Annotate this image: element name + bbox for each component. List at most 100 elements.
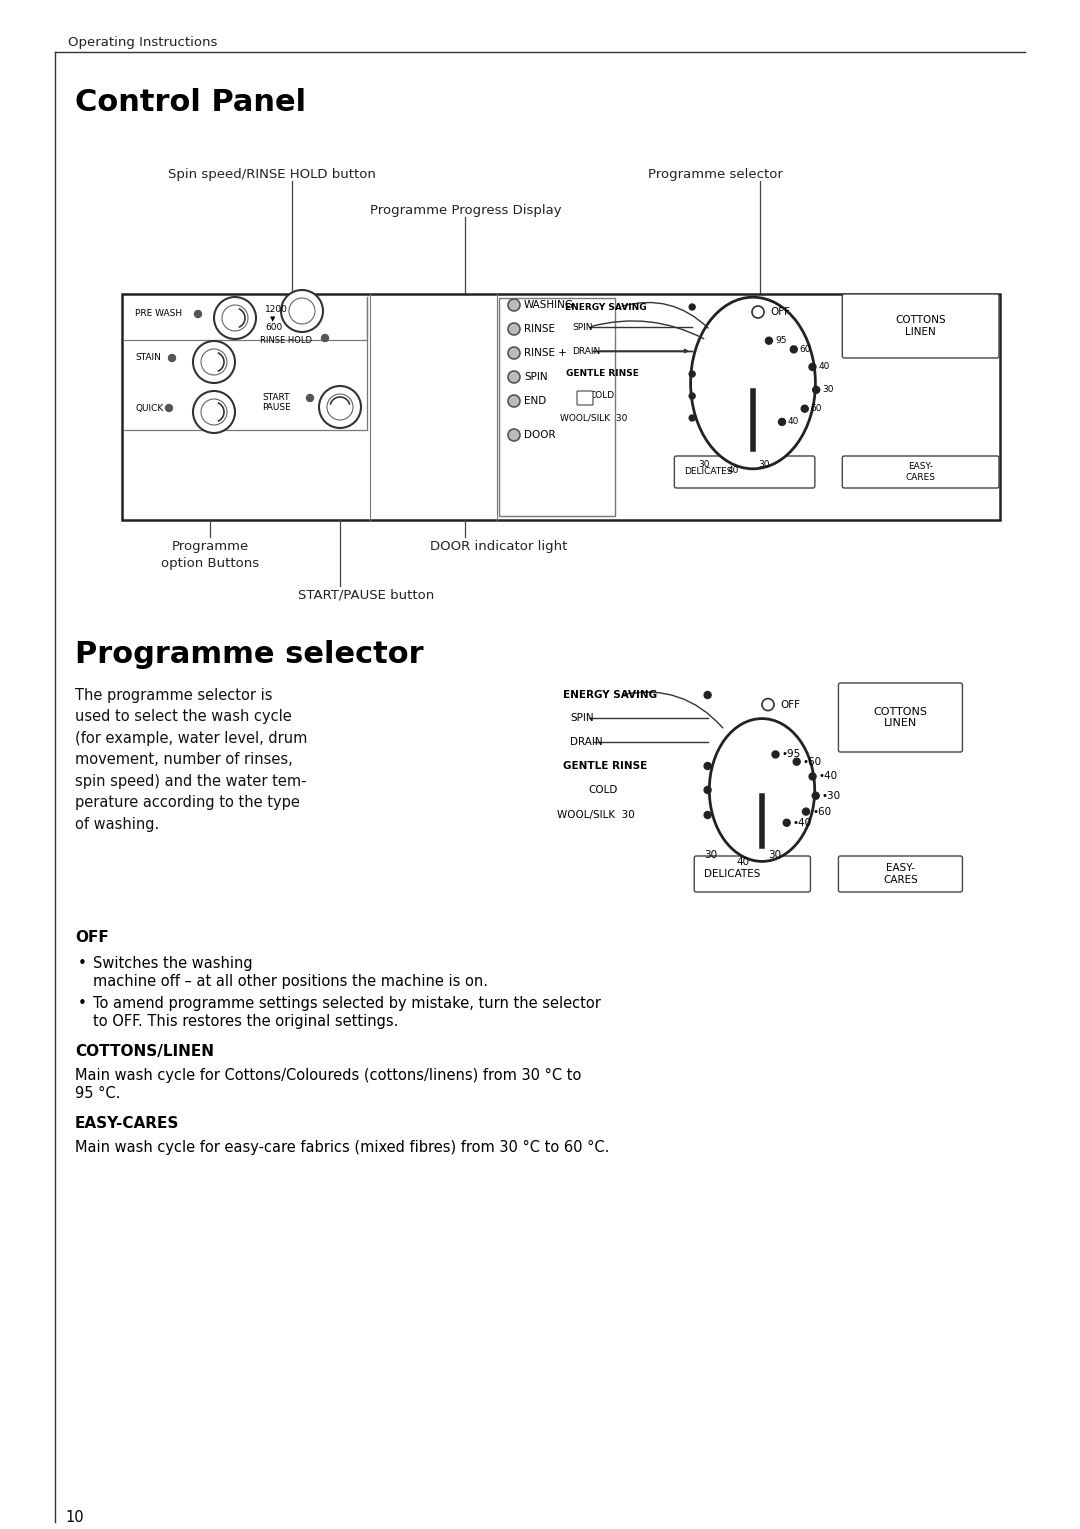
Circle shape <box>168 355 175 361</box>
Circle shape <box>791 346 797 353</box>
Text: WASHING: WASHING <box>524 300 573 310</box>
Text: movement, number of rinses,: movement, number of rinses, <box>75 752 293 768</box>
Text: QUICK: QUICK <box>135 404 163 413</box>
Circle shape <box>222 304 248 330</box>
Text: COLD: COLD <box>590 391 616 401</box>
Circle shape <box>327 394 353 420</box>
Circle shape <box>809 774 816 780</box>
Bar <box>122 294 1000 520</box>
Text: The programme selector is: The programme selector is <box>75 688 272 703</box>
FancyBboxPatch shape <box>674 456 815 488</box>
Text: 30: 30 <box>822 385 834 394</box>
Text: Programme: Programme <box>172 540 248 553</box>
Circle shape <box>802 809 810 815</box>
Text: DRAIN: DRAIN <box>572 347 600 356</box>
Text: OFF: OFF <box>780 700 800 709</box>
Circle shape <box>201 399 227 425</box>
FancyBboxPatch shape <box>694 856 810 891</box>
Text: Main wash cycle for Cottons/Coloureds (cottons/linens) from 30 °C to: Main wash cycle for Cottons/Coloureds (c… <box>75 1067 581 1083</box>
Text: Programme Progress Display: Programme Progress Display <box>370 203 562 217</box>
FancyBboxPatch shape <box>842 294 999 358</box>
Circle shape <box>704 786 711 794</box>
Text: COTTONS
LINEN: COTTONS LINEN <box>895 315 946 336</box>
Circle shape <box>704 691 711 699</box>
Text: 1200: 1200 <box>265 304 288 313</box>
Text: GENTLE RINSE: GENTLE RINSE <box>566 370 639 379</box>
FancyBboxPatch shape <box>838 856 962 891</box>
Text: DOOR indicator light: DOOR indicator light <box>430 540 567 553</box>
Text: •60: •60 <box>802 757 822 766</box>
Text: 40: 40 <box>788 417 799 427</box>
Text: START/PAUSE button: START/PAUSE button <box>298 589 434 602</box>
Text: Programme selector: Programme selector <box>648 168 783 180</box>
Text: •: • <box>78 956 86 971</box>
Text: RINSE HOLD: RINSE HOLD <box>260 336 312 346</box>
Circle shape <box>289 298 315 324</box>
Text: COTTONS
LINEN: COTTONS LINEN <box>874 706 928 728</box>
Text: spin speed) and the water tem-: spin speed) and the water tem- <box>75 774 307 789</box>
Text: ▼: ▼ <box>270 317 275 323</box>
Circle shape <box>689 372 696 378</box>
Text: 95: 95 <box>775 336 786 346</box>
Text: ENERGY SAVING: ENERGY SAVING <box>563 690 657 700</box>
Circle shape <box>508 300 519 310</box>
Text: PRE WASH: PRE WASH <box>135 309 183 318</box>
Text: EASY-
CARES: EASY- CARES <box>906 462 935 482</box>
Circle shape <box>812 792 820 800</box>
FancyBboxPatch shape <box>577 391 593 405</box>
Circle shape <box>689 393 696 399</box>
Text: 30: 30 <box>698 460 710 469</box>
Circle shape <box>165 405 173 411</box>
Text: Spin speed/RINSE HOLD button: Spin speed/RINSE HOLD button <box>168 168 376 180</box>
Text: WOOL/SILK  30: WOOL/SILK 30 <box>561 413 627 422</box>
Circle shape <box>508 430 519 440</box>
Text: 30: 30 <box>704 850 717 859</box>
Circle shape <box>801 405 808 413</box>
Text: •60: •60 <box>812 807 832 816</box>
Circle shape <box>779 419 785 425</box>
Text: GENTLE RINSE: GENTLE RINSE <box>563 761 647 771</box>
Circle shape <box>508 394 519 407</box>
Text: machine off – at all other positions the machine is on.: machine off – at all other positions the… <box>93 974 488 989</box>
Text: START: START <box>262 393 289 402</box>
Circle shape <box>783 820 791 826</box>
Text: OFF: OFF <box>770 307 789 317</box>
Circle shape <box>319 385 361 428</box>
Text: Main wash cycle for easy-care fabrics (mixed fibres) from 30 °C to 60 °C.: Main wash cycle for easy-care fabrics (m… <box>75 1141 609 1154</box>
Circle shape <box>772 751 779 758</box>
Circle shape <box>752 306 764 318</box>
Text: SPIN: SPIN <box>524 372 548 382</box>
Text: ENERGY SAVING: ENERGY SAVING <box>565 303 647 312</box>
Circle shape <box>201 349 227 375</box>
Circle shape <box>704 763 711 769</box>
FancyBboxPatch shape <box>838 683 962 752</box>
Text: option Buttons: option Buttons <box>161 557 259 570</box>
Text: •40: •40 <box>819 772 838 781</box>
Text: •95: •95 <box>782 749 800 760</box>
Text: STAIN: STAIN <box>135 353 161 362</box>
Text: OFF: OFF <box>75 930 109 945</box>
Text: 60: 60 <box>811 404 822 413</box>
Circle shape <box>193 341 235 382</box>
Text: To amend programme settings selected by mistake, turn the selector: To amend programme settings selected by … <box>93 995 600 1011</box>
Text: •: • <box>78 995 86 1011</box>
Text: 600: 600 <box>265 323 282 332</box>
Text: Operating Instructions: Operating Instructions <box>68 37 217 49</box>
Text: 95 °C.: 95 °C. <box>75 1086 120 1101</box>
Text: RINSE +: RINSE + <box>524 349 567 358</box>
Text: COTTONS/LINEN: COTTONS/LINEN <box>75 1044 214 1060</box>
Circle shape <box>508 347 519 359</box>
Text: 30: 30 <box>758 460 769 469</box>
Text: to OFF. This restores the original settings.: to OFF. This restores the original setti… <box>93 1014 399 1029</box>
Text: END: END <box>524 396 546 407</box>
Circle shape <box>193 391 235 433</box>
Text: DOOR: DOOR <box>524 430 555 440</box>
Text: COLD: COLD <box>588 784 618 795</box>
Ellipse shape <box>710 719 814 861</box>
Circle shape <box>689 414 696 420</box>
Circle shape <box>766 338 772 344</box>
Text: EASY-CARES: EASY-CARES <box>75 1116 179 1131</box>
Text: RINSE: RINSE <box>524 324 555 333</box>
Circle shape <box>322 335 328 341</box>
Text: DRAIN: DRAIN <box>570 737 603 748</box>
